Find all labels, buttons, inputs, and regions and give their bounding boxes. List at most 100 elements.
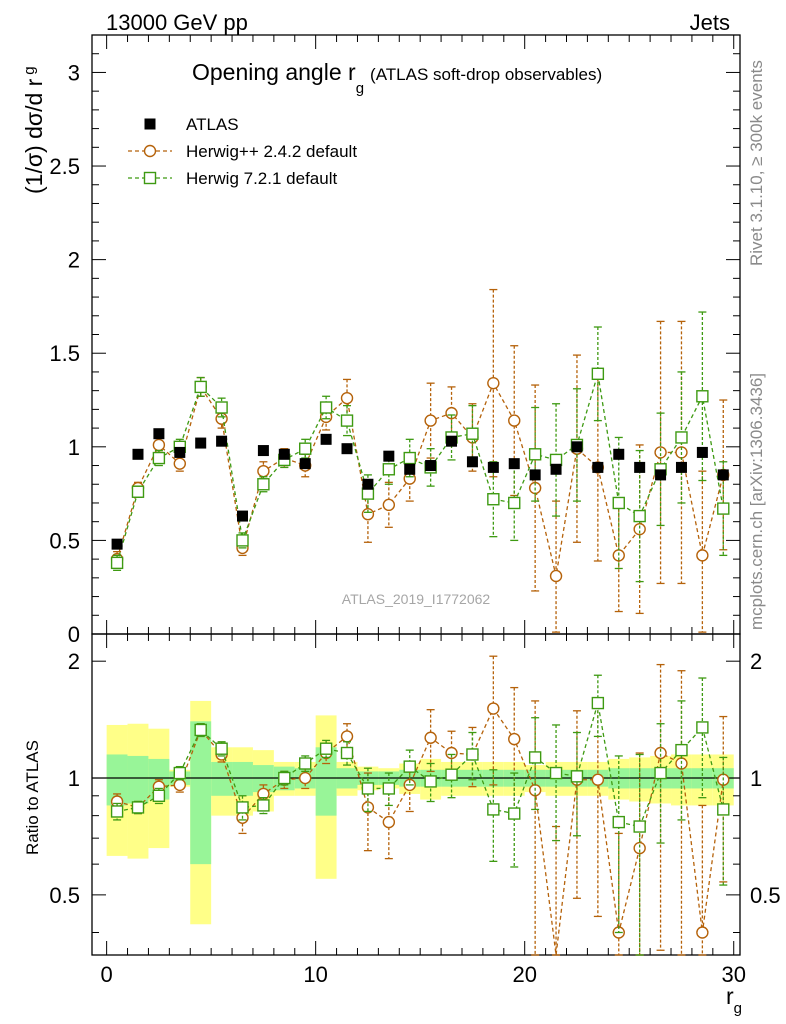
herwig7-ratio-point bbox=[675, 743, 688, 757]
y-tick-label: 0 bbox=[68, 622, 80, 647]
herwig7-ratio-point bbox=[487, 803, 500, 816]
herwig7-main-point bbox=[612, 496, 625, 510]
legend-entry-label: Herwig++ 2.4.2 default bbox=[186, 142, 357, 161]
mcplots-reference-label: mcplots.cern.ch [arXiv:1306.3436] bbox=[747, 373, 766, 630]
herwigpp-main-point bbox=[445, 406, 458, 420]
atlas-data-point bbox=[320, 433, 332, 445]
band-inner-bin bbox=[106, 754, 128, 806]
atlas-data-point bbox=[404, 463, 416, 475]
herwig7-main-point bbox=[131, 485, 145, 498]
herwig7-main-point bbox=[717, 502, 730, 515]
herwigpp-ratio-point bbox=[445, 746, 458, 760]
x-axis-label-main: r bbox=[726, 983, 734, 1009]
herwig7-ratio-point bbox=[654, 766, 667, 780]
ratio-y-tick-label-right: 1 bbox=[750, 766, 762, 791]
atlas-data-point bbox=[446, 435, 458, 447]
herwig7-ratio-point bbox=[361, 782, 375, 795]
y-tick-label: 1 bbox=[68, 435, 80, 460]
y-tick-label: 1.5 bbox=[49, 341, 80, 366]
ratio-y-tick-label-right: 0.5 bbox=[750, 883, 781, 908]
atlas-data-point bbox=[132, 448, 144, 460]
atlas-data-point bbox=[153, 428, 165, 440]
y-axis-label-main: (1/σ) dσ/d r bbox=[21, 78, 47, 194]
herwigpp-ratio-point bbox=[696, 926, 709, 939]
herwig7-ratio-point bbox=[299, 757, 312, 770]
herwig7-main-point bbox=[236, 534, 249, 547]
rivet-version-label: Rivet 3.1.10, ≥ 300k events bbox=[747, 60, 766, 266]
herwigpp-ratio-point bbox=[487, 702, 500, 715]
herwig7-main-point bbox=[361, 487, 375, 500]
main-panel: 0 0.5 1 1.5 2 2.5 3 bbox=[49, 34, 741, 647]
atlas-data-point bbox=[111, 538, 123, 550]
herwigpp-ratio-point bbox=[424, 731, 437, 744]
herwig7-main-point bbox=[194, 380, 207, 394]
herwig7-main-point bbox=[257, 478, 270, 491]
herwig7-ratio-point bbox=[528, 751, 542, 764]
y-tick-label: 3 bbox=[68, 60, 80, 85]
herwig7-main-point bbox=[591, 367, 605, 381]
herwigpp-ratio-point bbox=[633, 841, 646, 855]
herwig7-main-point bbox=[696, 390, 709, 403]
herwigpp-ratio-point bbox=[508, 732, 521, 746]
plot-title: Opening angle rg (ATLAS soft-drop observa… bbox=[192, 59, 602, 97]
header-energy-label: 13000 GeV pp bbox=[106, 10, 248, 35]
atlas-data-point bbox=[571, 441, 583, 453]
herwig7-ratio-point bbox=[549, 766, 563, 780]
x-axis-label: rg bbox=[726, 983, 742, 1017]
x-tick-label: 30 bbox=[721, 962, 745, 987]
herwig7-main-point bbox=[340, 414, 354, 427]
atlas-data-point bbox=[696, 446, 708, 458]
analysis-watermark: ATLAS_2019_I1772062 bbox=[342, 591, 491, 607]
herwigpp-main-line bbox=[116, 381, 724, 577]
y-axis-label: (1/σ) dσ/d r g bbox=[21, 66, 47, 194]
herwigpp-main-point bbox=[424, 414, 437, 427]
band-inner-bin bbox=[315, 747, 337, 816]
herwig7-main-point bbox=[633, 509, 646, 523]
herwig7-main-point bbox=[403, 451, 416, 465]
herwig7-ratio-point bbox=[319, 742, 333, 755]
herwigpp-main-point bbox=[654, 446, 667, 459]
herwigpp-main-point bbox=[382, 498, 396, 512]
herwig7-ratio-point bbox=[696, 721, 709, 734]
band-inner-bin bbox=[190, 721, 212, 865]
herwig7-ratio-point bbox=[278, 771, 291, 785]
atlas-data-point bbox=[195, 437, 207, 449]
herwig7-ratio-point bbox=[508, 807, 521, 820]
ratio-y-tick-label-right: 2 bbox=[750, 649, 762, 674]
herwig7-ratio-point bbox=[445, 768, 458, 781]
atlas-data-point bbox=[613, 448, 625, 460]
herwig7-main-point bbox=[110, 556, 124, 570]
atlas-data-point bbox=[174, 446, 186, 458]
band-inner-bin bbox=[127, 755, 149, 804]
atlas-data-point bbox=[216, 435, 228, 447]
ratio-y-tick-label: 0.5 bbox=[49, 883, 80, 908]
herwigpp-main-point bbox=[361, 508, 375, 521]
herwig7-main-point bbox=[549, 453, 563, 467]
herwig7-ratio-point bbox=[570, 770, 584, 783]
atlas-data-point bbox=[592, 461, 604, 473]
y-axis-ticks bbox=[92, 34, 740, 635]
herwig7-main-point bbox=[215, 401, 228, 414]
y-tick-label: 2.5 bbox=[49, 154, 80, 179]
atlas-data-point bbox=[341, 443, 353, 455]
x-tick-label: 20 bbox=[512, 962, 536, 987]
plot-title-suffix: (ATLAS soft-drop observables) bbox=[370, 65, 602, 84]
atlas-data-point bbox=[362, 478, 374, 490]
herwigpp-ratio-point bbox=[654, 746, 667, 760]
x-tick-label: 0 bbox=[101, 962, 113, 987]
atlas-data-point bbox=[257, 445, 269, 457]
header-jets-label: Jets bbox=[690, 10, 730, 35]
herwigpp-ratio-point bbox=[299, 771, 312, 785]
herwigpp-main-point bbox=[633, 522, 646, 536]
herwig7-ratio-point bbox=[633, 820, 646, 833]
herwig7-main-point bbox=[382, 463, 396, 476]
herwigpp-main-point bbox=[549, 569, 563, 583]
atlas-data-point bbox=[383, 450, 395, 462]
band-inner-bin bbox=[211, 761, 233, 796]
atlas-data-point bbox=[675, 461, 687, 473]
atlas-data-point bbox=[717, 469, 729, 481]
herwigpp-ratio-point bbox=[591, 773, 605, 786]
herwig7-ratio-series bbox=[110, 674, 730, 956]
herwig7-ratio-point bbox=[152, 789, 166, 802]
atlas-data-point bbox=[529, 469, 541, 481]
